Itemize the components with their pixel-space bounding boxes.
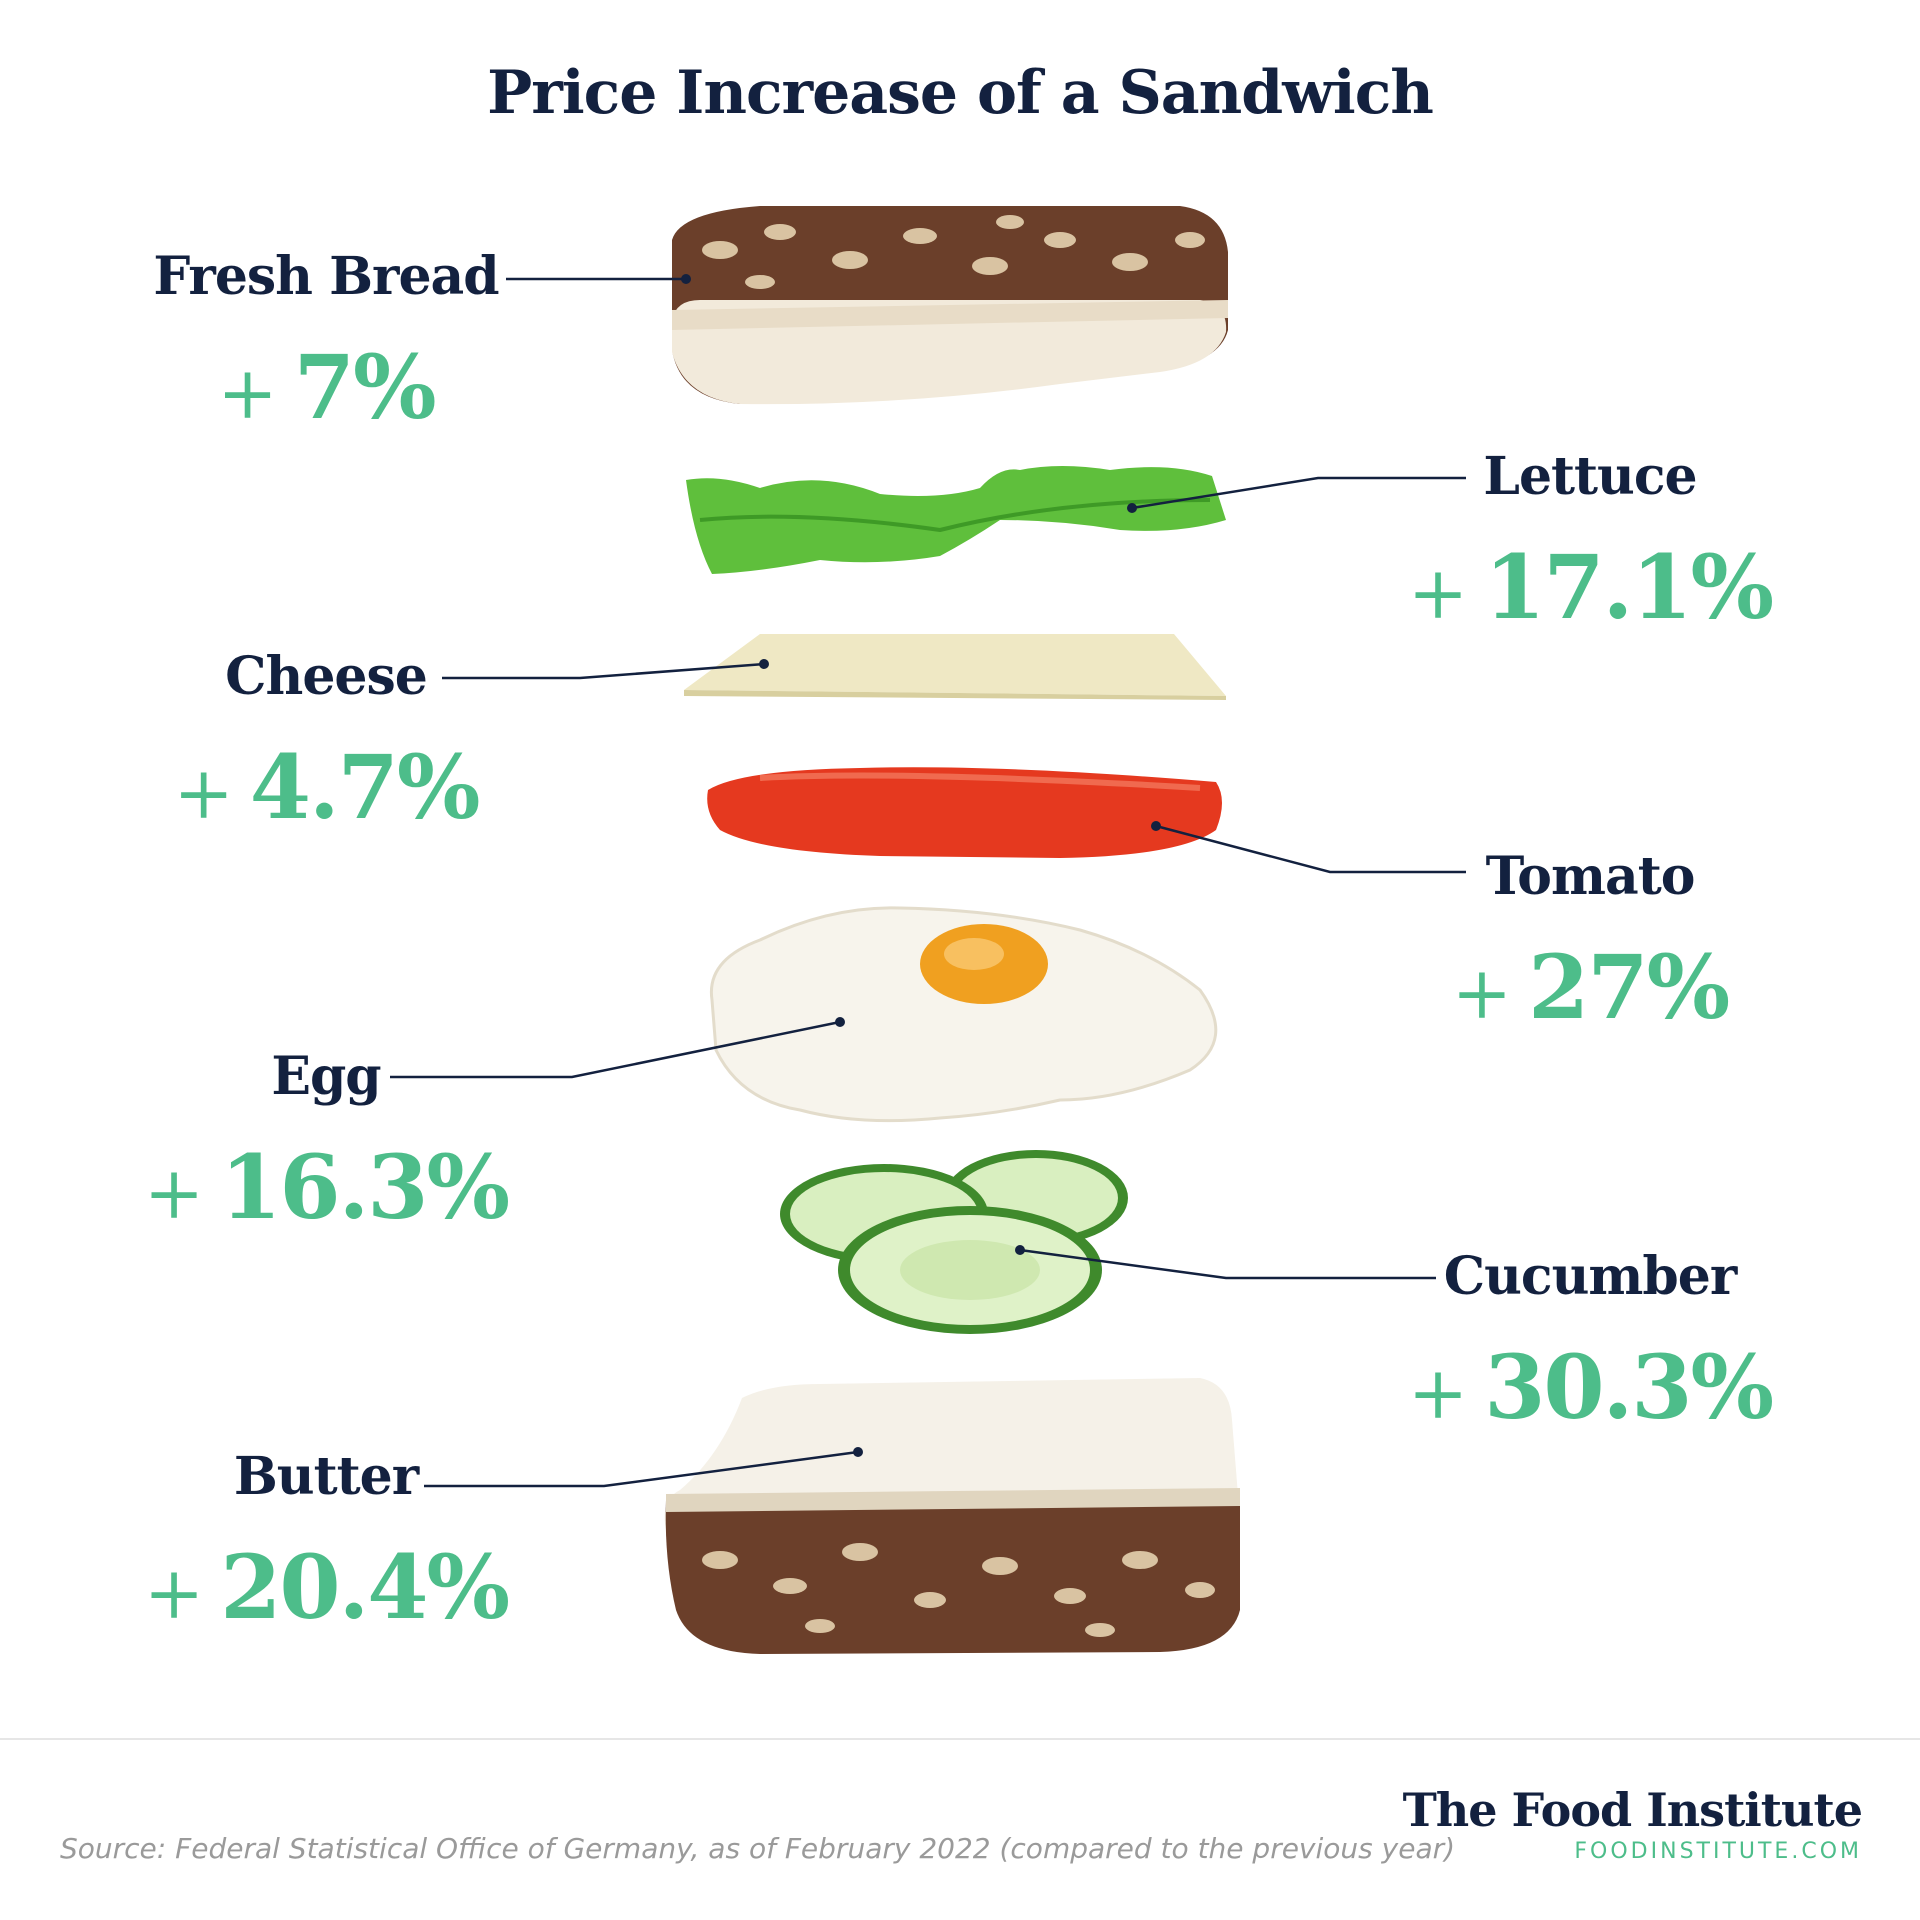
page-title: Price Increase of a Sandwich [487,58,1434,128]
leader-dots [681,274,1161,1457]
leader-lines [390,277,1466,1488]
brand-logo: The Food Institute [1402,1783,1863,1837]
value-cucumber: +30.3% [1390,1335,1790,1439]
value-text: 4.7% [249,735,481,839]
label-egg: Egg [271,1046,381,1107]
plus-sign: + [1407,1351,1468,1435]
value-text: 20.4% [220,1535,510,1639]
cucumber-slices-illustration [780,1150,1128,1334]
value-lettuce: +17.1% [1390,535,1790,639]
value-text: 16.3% [220,1135,510,1239]
plus-sign: + [143,1151,204,1235]
brand-url[interactable]: FOODINSTITUTE.COM [1574,1839,1862,1864]
label-cucumber: Cucumber [1443,1246,1738,1307]
plus-sign: + [143,1551,204,1635]
value-text: 17.1% [1484,535,1774,639]
plus-sign: + [1407,551,1468,635]
label-tomato: Tomato [1485,846,1696,907]
brand-block: The Food Institute FOODINSTITUTE.COM [1402,1783,1863,1864]
lettuce-illustration [686,466,1226,574]
leader-line-cucumber [1019,1248,1436,1280]
footer-divider [0,1738,1920,1740]
label-lettuce: Lettuce [1483,446,1697,507]
bread-slice-butter-illustration [664,1378,1240,1654]
value-text: 7% [293,335,437,439]
bread-slice-top-illustration [672,206,1228,405]
tomato-slice-illustration [707,767,1222,858]
value-text: 30.3% [1484,1335,1774,1439]
leader-line-cheese [442,662,765,680]
fried-egg-illustration [709,906,1218,1123]
label-fresh-bread: Fresh Bread [153,246,499,307]
leader-line-egg [390,1020,841,1079]
value-butter: +20.4% [126,1535,526,1639]
label-cheese: Cheese [225,646,428,707]
plus-sign: + [217,351,277,435]
label-butter: Butter [233,1446,419,1507]
value-fresh-bread: +7% [126,335,526,439]
value-egg: +16.3% [126,1135,526,1239]
value-tomato: +27% [1390,935,1790,1039]
plus-sign: + [1451,951,1512,1035]
leader-line-lettuce [1131,476,1466,510]
leader-line-tomato [1155,824,1466,874]
plus-sign: + [173,751,233,835]
value-cheese: +4.7% [126,735,526,839]
leader-line-butter [424,1450,859,1488]
cheese-slice-illustration [684,634,1226,700]
source-note: Source: Federal Statistical Office of Ge… [60,1832,1456,1865]
value-text: 27% [1528,935,1730,1039]
